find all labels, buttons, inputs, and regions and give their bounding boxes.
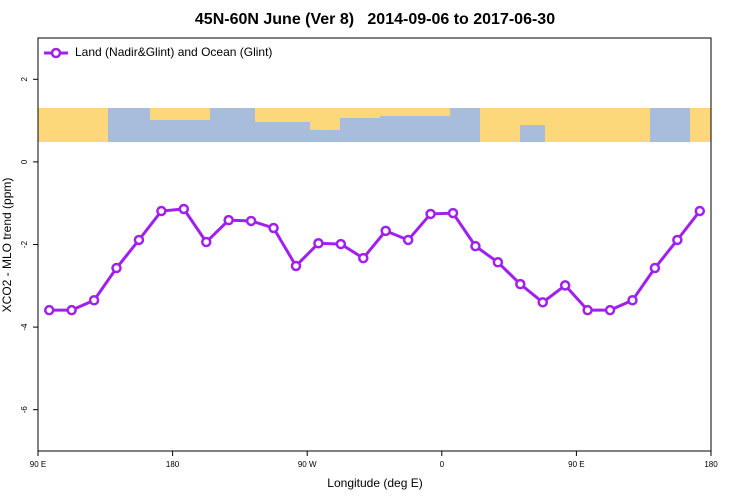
series-point	[380, 225, 391, 237]
x-tick-label: 180	[166, 460, 180, 469]
y-tick-label: 2	[20, 77, 29, 82]
y-tick-label: 0	[20, 159, 29, 164]
series-line	[49, 207, 701, 312]
series-point	[447, 207, 459, 219]
series-point	[178, 203, 190, 215]
series-point	[604, 304, 616, 316]
series-point	[290, 260, 302, 272]
series-point	[470, 240, 481, 252]
y-tick-label: -2	[20, 240, 29, 248]
series-point	[133, 234, 145, 246]
series-point	[559, 280, 571, 291]
series-point	[88, 295, 100, 306]
y-tick-label: -6	[20, 406, 29, 414]
series-point	[537, 297, 548, 308]
legend-marker	[50, 47, 62, 59]
series-point	[245, 215, 257, 227]
chart-title: 45N-60N June (Ver 8) 2014-09-06 to 2017-…	[195, 11, 555, 28]
series-point	[335, 238, 347, 250]
series-point	[582, 304, 593, 316]
y-tick-label: -4	[20, 323, 29, 331]
x-axis-label: Longitude (deg E)	[327, 476, 422, 490]
x-tick-label: 90 W	[298, 460, 317, 469]
x-tick-label: 0	[440, 460, 445, 469]
series-point	[268, 222, 279, 234]
series-point	[201, 236, 212, 248]
x-tick-label: 90 E	[568, 460, 584, 469]
series-point	[402, 234, 414, 246]
series-point	[223, 214, 234, 226]
series-point	[358, 252, 369, 264]
series-point	[156, 205, 167, 217]
series-point	[649, 262, 661, 274]
series-point	[425, 208, 436, 220]
series-point	[694, 205, 706, 217]
x-tick-label: 90 E	[30, 460, 46, 469]
series-point	[672, 234, 683, 246]
y-axis-label: XCO2 - MLO trend (ppm)	[0, 178, 14, 313]
series-point	[515, 278, 526, 290]
legend-label: Land (Nadir&Glint) and Ocean (Glint)	[75, 45, 272, 59]
map-band	[38, 108, 711, 142]
series-point	[111, 262, 122, 274]
series-point	[66, 304, 77, 316]
series-point	[492, 257, 504, 268]
series-point	[313, 238, 324, 249]
series-point	[627, 295, 638, 306]
series-point	[43, 304, 55, 316]
x-tick-label: 180	[704, 460, 718, 469]
